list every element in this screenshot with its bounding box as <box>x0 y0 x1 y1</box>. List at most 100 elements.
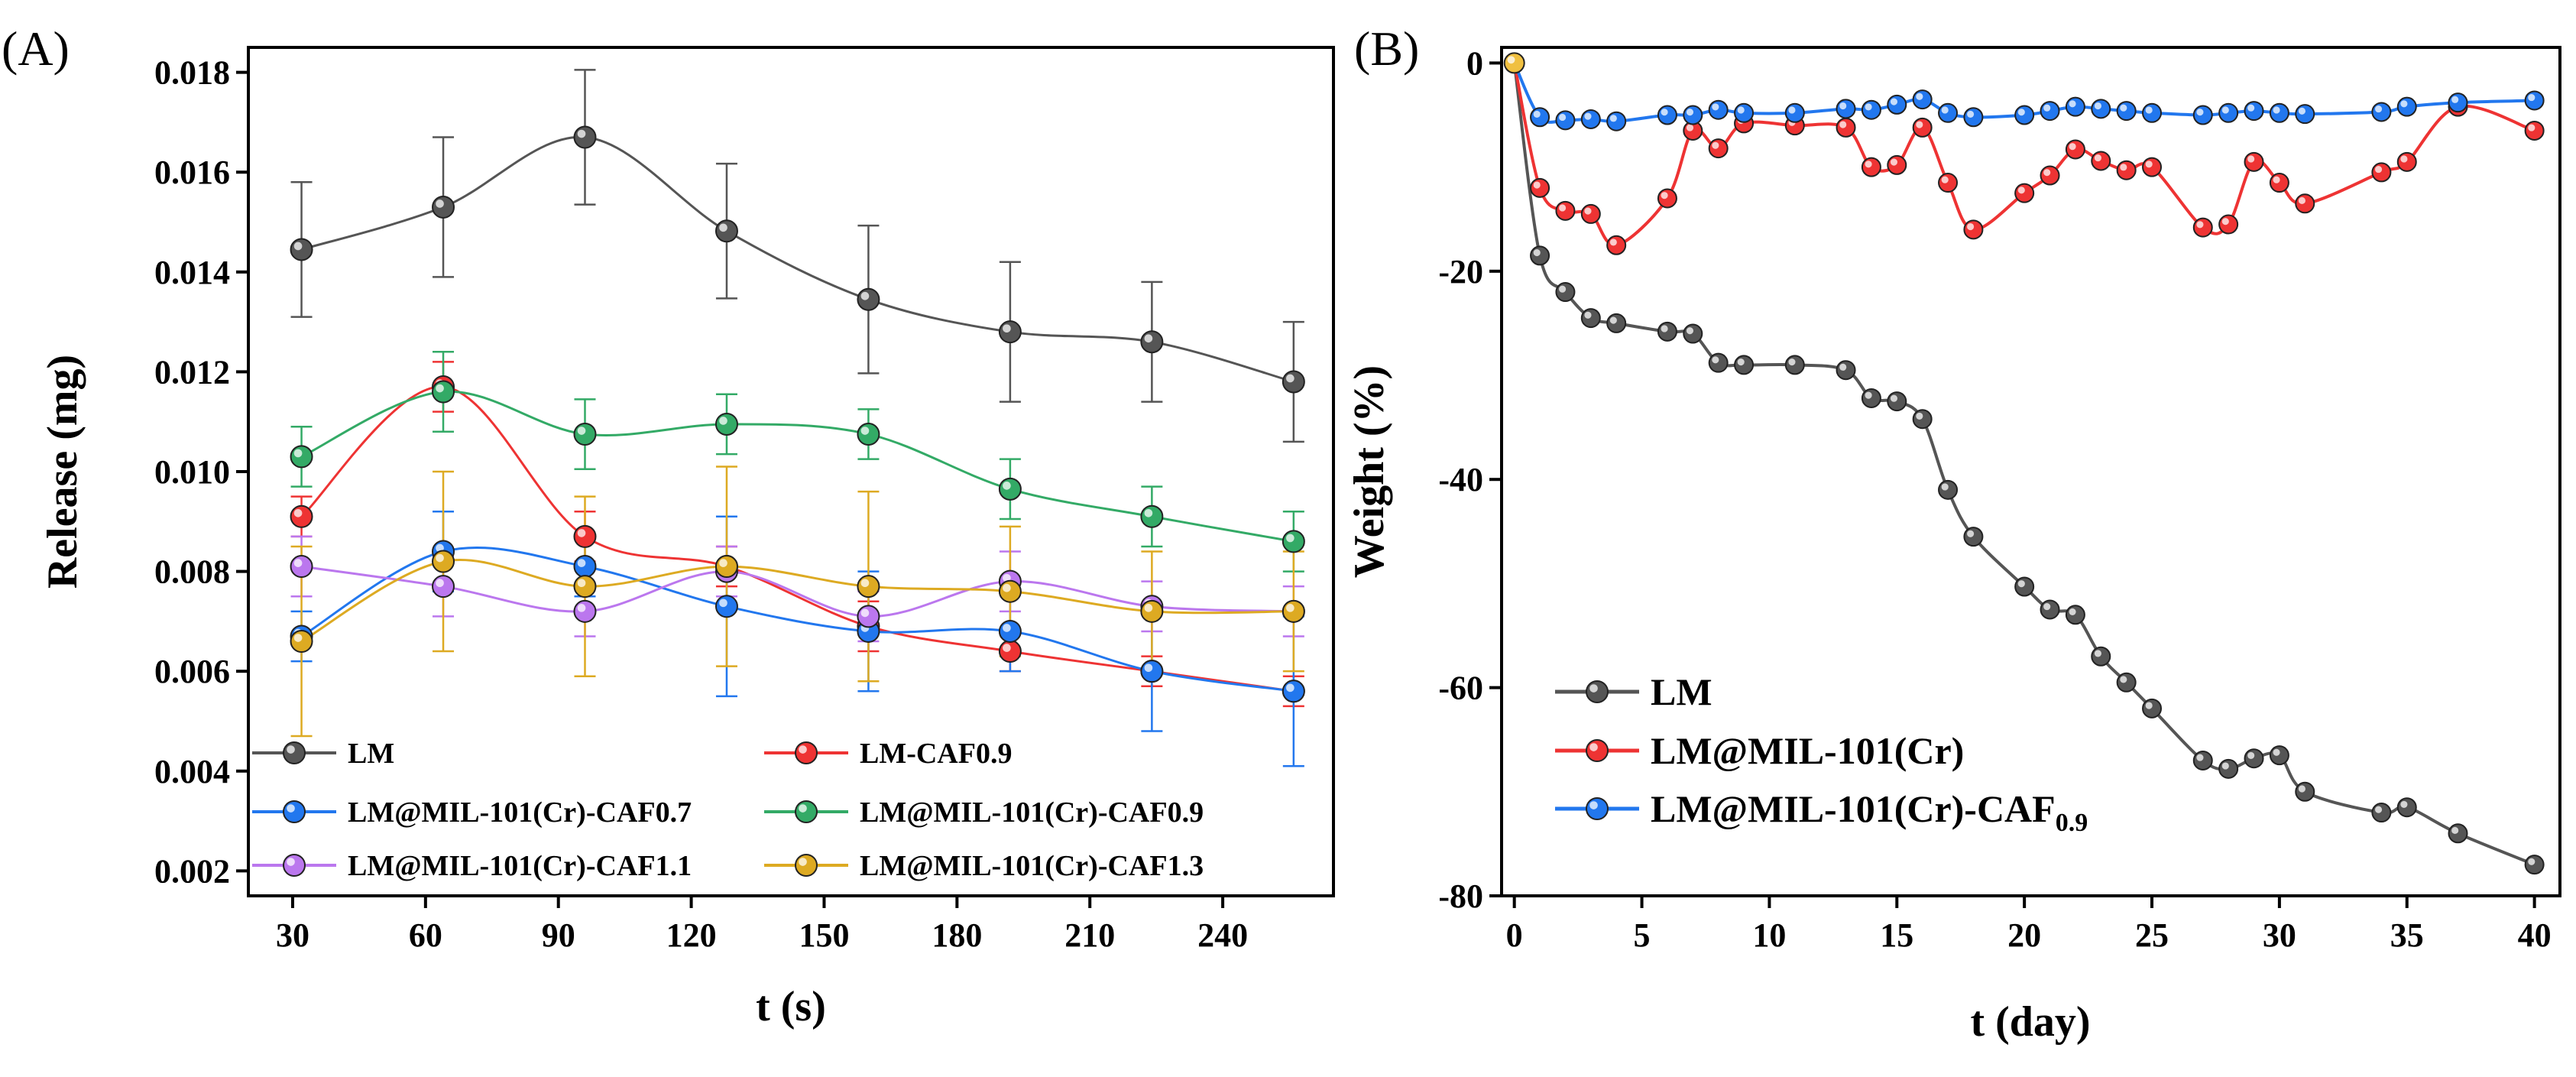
x-tick-label: 5 <box>1634 916 1651 954</box>
x-tick-label: 20 <box>2007 916 2041 954</box>
panel-a-x-axis-title: t (s) <box>756 983 826 1030</box>
x-tick-label: 40 <box>2518 916 2552 954</box>
data-point <box>1861 99 1881 120</box>
data-point <box>1282 599 1305 623</box>
y-tick-label: 0.008 <box>154 553 230 591</box>
data-point <box>2065 96 2085 117</box>
data-point <box>1887 94 1907 115</box>
data-point <box>1963 107 1984 128</box>
x-tick-label: 240 <box>1197 916 1248 954</box>
panel-a-plot-frame <box>247 46 1335 897</box>
x-tick-label: 150 <box>799 916 849 954</box>
x-tick-label: 0 <box>1506 916 1523 954</box>
data-point <box>1836 117 1856 138</box>
data-point <box>1683 105 1703 125</box>
data-point <box>1938 173 1959 193</box>
data-point <box>1140 599 1164 623</box>
data-point <box>1836 360 1856 381</box>
data-point <box>573 599 597 623</box>
legend-marker <box>795 854 818 877</box>
data-point <box>1606 235 1627 255</box>
data-point <box>1555 282 1576 303</box>
data-point <box>1784 102 1805 123</box>
data-point <box>1887 154 1907 175</box>
y-tick-label: 0.010 <box>154 453 230 491</box>
legend-marker <box>283 854 306 877</box>
data-point <box>2142 698 2163 719</box>
data-point <box>1657 105 1677 125</box>
y-tick-label: 0.002 <box>154 852 230 890</box>
legend-item: LM@MIL-101(Cr)-CAF1.1 <box>252 850 692 882</box>
x-tick-label: 30 <box>276 916 309 954</box>
data-point <box>2040 165 2060 186</box>
data-point <box>1657 188 1677 209</box>
data-point <box>2116 101 2137 122</box>
data-point <box>2371 803 2392 823</box>
data-point <box>2524 855 2545 875</box>
data-point <box>2295 193 2315 214</box>
data-point <box>2244 151 2264 172</box>
data-point <box>2091 99 2111 119</box>
data-point <box>714 595 738 618</box>
data-point <box>2269 173 2289 193</box>
data-point <box>1836 99 1856 119</box>
legend-item: LM <box>1555 670 1712 713</box>
data-point <box>2142 157 2163 177</box>
data-point <box>432 380 455 404</box>
y-tick-label: -40 <box>1438 461 1483 498</box>
data-point <box>2040 599 2060 620</box>
data-point <box>1938 102 1959 123</box>
legend-label: LM@MIL-101(Cr)-CAF0.9 <box>1651 787 2088 837</box>
legend-label: LM@MIL-101(Cr)-CAF1.3 <box>860 850 1204 882</box>
legend-marker <box>1586 797 1609 820</box>
data-point <box>2065 139 2085 160</box>
data-point <box>857 287 880 311</box>
x-tick-label: 90 <box>542 916 575 954</box>
data-point <box>573 524 597 548</box>
data-point <box>1555 200 1576 221</box>
data-point <box>2014 183 2035 203</box>
data-point <box>1963 219 1984 240</box>
data-point <box>2116 160 2137 180</box>
data-point <box>1912 89 1933 110</box>
data-point <box>1708 352 1729 373</box>
data-point <box>998 477 1022 501</box>
data-point <box>2142 102 2163 123</box>
data-point <box>1861 157 1881 177</box>
data-point <box>2269 745 2289 766</box>
data-point <box>2218 758 2239 779</box>
data-point <box>1784 355 1805 375</box>
y-tick-label: -80 <box>1438 877 1483 915</box>
data-point <box>1912 117 1933 138</box>
data-point <box>1963 527 1984 547</box>
data-point <box>1140 330 1164 354</box>
legend-marker <box>795 800 818 823</box>
data-point <box>998 619 1022 643</box>
data-point <box>290 238 313 261</box>
data-point <box>1606 313 1627 333</box>
x-tick-label: 60 <box>409 916 442 954</box>
legend-marker <box>795 741 818 764</box>
data-point <box>998 579 1022 603</box>
data-point <box>2396 96 2417 117</box>
data-point <box>432 575 455 599</box>
data-point <box>2192 750 2213 770</box>
data-point <box>1657 321 1677 342</box>
data-point <box>1282 680 1305 703</box>
x-tick-label: 25 <box>2135 916 2169 954</box>
panel-a-y-axis-title: Release (mg) <box>39 355 86 589</box>
data-point <box>714 219 738 243</box>
data-point <box>857 575 880 599</box>
panel-b-x-ticks: 0 5 10 15 20 25 30 35 40 <box>1506 896 2552 954</box>
panel-a-legend: LM LM-CAF0.9 LM@MIL-101(Cr)-CAF0.7 LM@MIL-1… <box>252 738 1204 882</box>
data-point <box>2065 605 2085 625</box>
data-point <box>1555 110 1576 131</box>
data-point <box>2040 101 2060 122</box>
legend-marker <box>1586 739 1609 762</box>
legend-label: LM <box>348 738 394 770</box>
data-point <box>1938 479 1959 500</box>
data-point <box>2524 120 2545 141</box>
data-point <box>1861 388 1881 408</box>
data-point <box>1912 409 1933 430</box>
data-point <box>1734 102 1755 123</box>
